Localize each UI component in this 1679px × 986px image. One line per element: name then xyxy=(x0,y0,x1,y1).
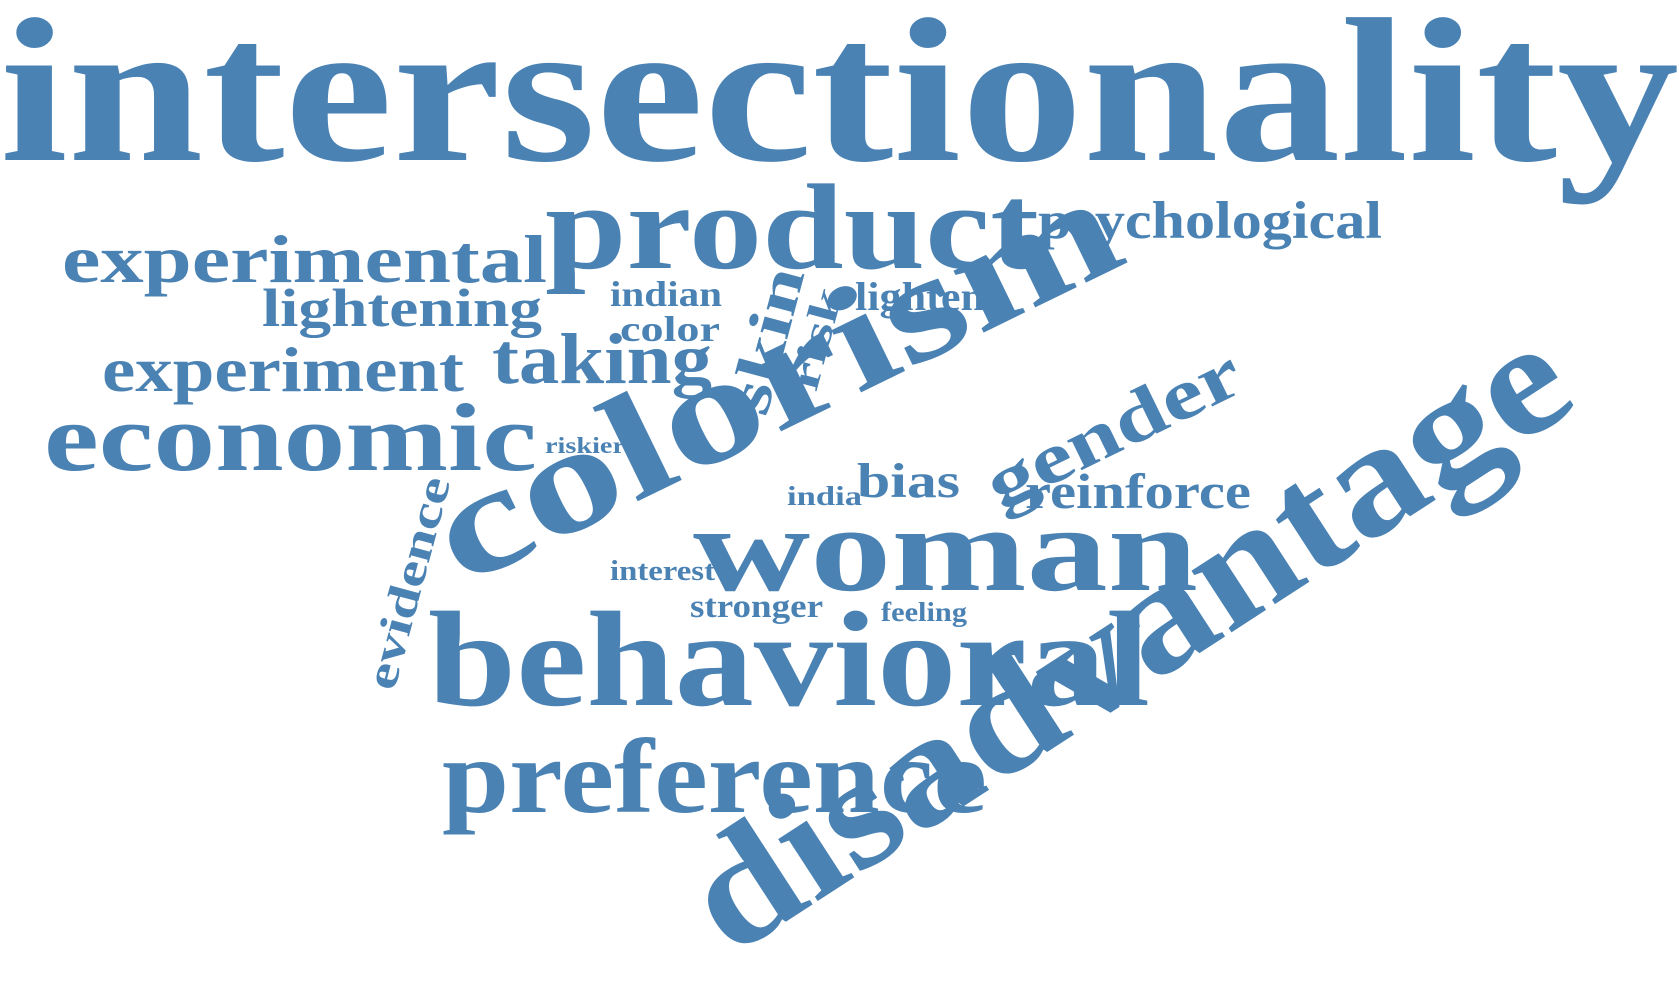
word-behavioral: behavioral xyxy=(428,585,1150,735)
word-reinforce: reinforce xyxy=(1025,463,1251,519)
word-product: product xyxy=(545,160,1039,295)
word-lighten: lighten xyxy=(855,274,985,319)
word-color: color xyxy=(620,309,720,349)
word-india: india xyxy=(787,481,863,511)
word-interest: interest xyxy=(610,555,715,587)
word-experimental: experimental xyxy=(62,221,547,297)
word-taking: taking xyxy=(492,319,712,399)
word-intersectionality: intersectionality xyxy=(0,0,1679,205)
word-indian: indian xyxy=(610,274,722,314)
word-woman: woman xyxy=(693,482,1198,617)
word-economic: economic xyxy=(44,384,537,491)
word-feeling: feeling xyxy=(881,597,968,627)
word-bias: bias xyxy=(857,453,960,508)
word-preference: preference xyxy=(442,718,987,835)
word-experiment: experiment xyxy=(102,335,464,405)
word-riskier: riskier xyxy=(545,433,625,458)
word-psychological: psychological xyxy=(1038,192,1382,250)
word-lightening: lightening xyxy=(262,278,542,338)
word-stronger: stronger xyxy=(690,589,823,625)
